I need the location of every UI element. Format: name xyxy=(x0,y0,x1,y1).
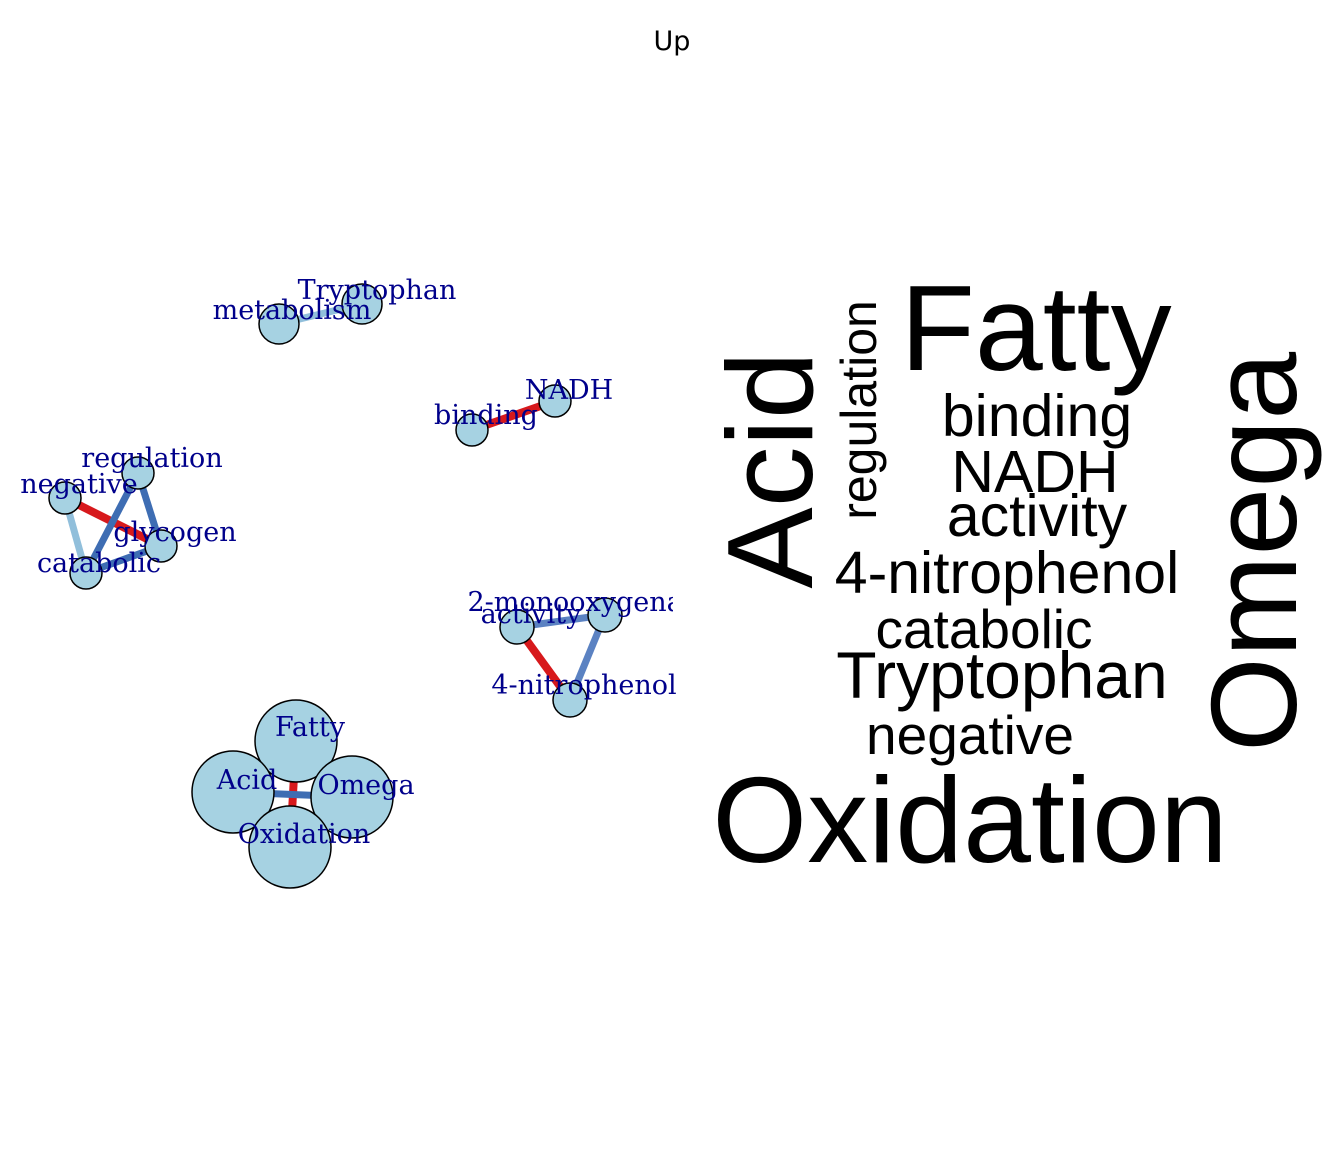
node-label-negative: negative xyxy=(20,469,137,500)
node-label-Omega: Omega xyxy=(317,770,414,801)
node-label-glycogen: glycogen xyxy=(113,517,236,548)
cloud-word-catabolic: catabolic xyxy=(875,598,1092,660)
node-label-monooxygenase: 2-monooxygenase xyxy=(467,587,712,618)
cloud-word-oxidation: Oxidation xyxy=(712,752,1227,888)
cloud-word-regulation: regulation xyxy=(831,300,887,520)
node-label-catabolic: catabolic xyxy=(37,548,161,579)
node-regulation xyxy=(121,456,155,490)
node-label-Oxidation: Oxidation xyxy=(238,819,371,850)
node-Fatty xyxy=(254,699,338,783)
node-label-activity: activity xyxy=(481,599,582,630)
cloud-word-binding: binding xyxy=(942,383,1132,449)
node-label-metabolism: metabolism xyxy=(213,295,372,326)
node-binding xyxy=(455,413,489,447)
node-label-Acid: Acid xyxy=(216,765,278,796)
node-label-Fatty: Fatty xyxy=(275,712,346,743)
node-label-NADH: NADH xyxy=(525,375,613,406)
node-nitrophenol xyxy=(552,682,588,718)
edge-regulation-catabolic xyxy=(82,471,142,575)
node-monooxygenase xyxy=(587,597,623,633)
node-negative xyxy=(48,481,82,515)
figure-title: Up xyxy=(654,26,691,57)
cloud-word-fatty: Fatty xyxy=(900,260,1171,396)
cloud-word-acid: Acid xyxy=(702,351,838,588)
cloud-word-omega: Omega xyxy=(1186,352,1322,752)
node-glycogen xyxy=(144,529,178,563)
node-label-regulation: regulation xyxy=(81,443,222,474)
node-Acid xyxy=(191,750,275,834)
node-activity xyxy=(499,609,535,645)
node-NADH xyxy=(538,384,572,418)
node-catabolic xyxy=(69,556,103,590)
node-label-Tryptophan: Tryptophan xyxy=(298,275,457,306)
node-Oxidation xyxy=(248,805,332,889)
cloud-word-nadh: NADH xyxy=(951,439,1118,505)
cloud-word-tryptophan: Tryptophan xyxy=(836,638,1167,712)
node-metabolism xyxy=(258,303,300,345)
cloud-word-4-nitrophenol: 4-nitrophenol xyxy=(835,540,1179,606)
cloud-word-negative: negative xyxy=(866,704,1074,766)
network-nodes xyxy=(48,283,623,889)
cloud-word-activity: activity xyxy=(947,483,1128,549)
node-Tryptophan xyxy=(341,283,383,325)
node-label-nitrophenol: 4-nitrophenol xyxy=(491,670,676,701)
node-label-binding: binding xyxy=(434,400,538,431)
node-Omega xyxy=(310,755,394,839)
